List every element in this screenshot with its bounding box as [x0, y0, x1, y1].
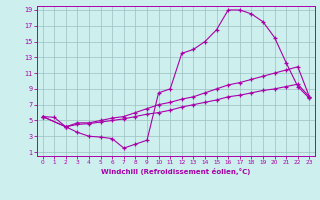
X-axis label: Windchill (Refroidissement éolien,°C): Windchill (Refroidissement éolien,°C) [101, 168, 251, 175]
